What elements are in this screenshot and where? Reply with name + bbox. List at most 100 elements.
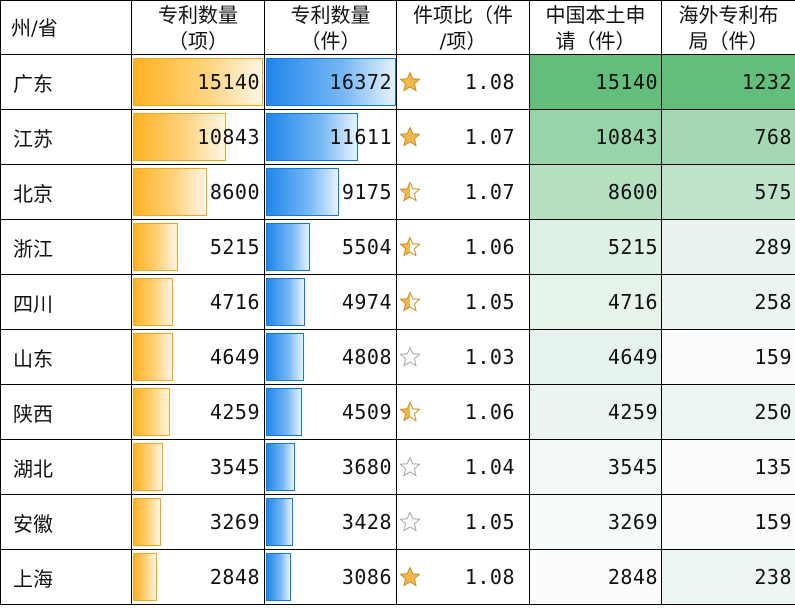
province-cell: 北京: [1, 165, 132, 220]
overseas-value: 159: [754, 330, 792, 384]
patents-pieces-value: 11611: [329, 110, 392, 164]
ratio-cell: 1.06: [397, 220, 530, 275]
overseas-value: 258: [754, 275, 792, 329]
data-bar-pieces: [266, 388, 302, 436]
patents-pieces-cell: 3086: [265, 550, 397, 605]
patents-pieces-value: 5504: [342, 220, 392, 274]
table-row: 上海284830861.082848238: [1, 550, 795, 605]
overseas-cell: 289: [662, 220, 795, 275]
star-rating-icon: [399, 385, 421, 439]
data-bar-pieces: [266, 168, 339, 216]
patents-pieces-value: 4974: [342, 275, 392, 329]
patents-items-cell: 8600: [132, 165, 265, 220]
table-row: 广东15140163721.08151401232: [1, 55, 795, 110]
ratio-value: 1.07: [465, 110, 515, 164]
header-line: 局（件）: [662, 28, 795, 54]
data-bar-pieces: [266, 498, 293, 546]
patents-items-value: 4649: [210, 330, 260, 384]
patents-items-cell: 4649: [132, 330, 265, 385]
data-bar-pieces: [266, 278, 305, 326]
ratio-cell: 1.07: [397, 110, 530, 165]
patents-items-value: 3269: [210, 495, 260, 549]
ratio-cell: 1.03: [397, 330, 530, 385]
domestic-value: 4649: [608, 330, 658, 384]
domestic-value: 5215: [608, 220, 658, 274]
patents-pieces-value: 4509: [342, 385, 392, 439]
header-line: 专利数量: [265, 2, 396, 28]
ratio-cell: 1.05: [397, 495, 530, 550]
patents-pieces-cell: 3680: [265, 440, 397, 495]
patents-pieces-value: 3680: [342, 440, 392, 494]
province-cell: 浙江: [1, 220, 132, 275]
patents-items-value: 4259: [210, 385, 260, 439]
patents-items-cell: 4716: [132, 275, 265, 330]
data-bar-items: [133, 388, 170, 436]
patents-pieces-value: 3428: [342, 495, 392, 549]
domestic-value: 8600: [608, 165, 658, 219]
data-bar-pieces: [266, 223, 310, 271]
ratio-value: 1.05: [465, 495, 515, 549]
patents-items-cell: 5215: [132, 220, 265, 275]
overseas-value: 768: [754, 110, 792, 164]
table-row: 四川471649741.054716258: [1, 275, 795, 330]
domestic-value: 4716: [608, 275, 658, 329]
domestic-cell: 8600: [530, 165, 662, 220]
table-body: 广东15140163721.08151401232江苏10843116111.0…: [1, 55, 795, 605]
domestic-cell: 15140: [530, 55, 662, 110]
patents-pieces-cell: 5504: [265, 220, 397, 275]
overseas-value: 1232: [742, 55, 792, 109]
patents-items-value: 15140: [197, 55, 260, 109]
star-rating-icon: [399, 440, 421, 494]
patents-pieces-value: 3086: [342, 550, 392, 604]
data-bar-pieces: [266, 553, 291, 601]
star-rating-icon: [399, 275, 421, 329]
data-bar-items: [133, 168, 207, 216]
patents-pieces-cell: 16372: [265, 55, 397, 110]
domestic-value: 3269: [608, 495, 658, 549]
data-bar-items: [133, 443, 163, 491]
patents-pieces-cell: 3428: [265, 495, 397, 550]
ratio-value: 1.07: [465, 165, 515, 219]
data-bar-items: [133, 278, 173, 326]
patents-items-value: 10843: [197, 110, 260, 164]
header-row: 州/省 专利数量（项） 专利数量（件） 件项比（件/项） 中国本土申请（件） 海…: [1, 1, 795, 55]
overseas-cell: 258: [662, 275, 795, 330]
table-row: 湖北354536801.043545135: [1, 440, 795, 495]
patents-items-cell: 2848: [132, 550, 265, 605]
domestic-cell: 4259: [530, 385, 662, 440]
header-line: 请（件）: [530, 28, 661, 54]
header-ratio: 件项比（件/项）: [397, 1, 530, 55]
table-row: 陕西425945091.064259250: [1, 385, 795, 440]
data-bar-items: [133, 223, 178, 271]
overseas-cell: 1232: [662, 55, 795, 110]
star-rating-icon: [399, 495, 421, 549]
patents-items-value: 8600: [210, 165, 260, 219]
overseas-value: 250: [754, 385, 792, 439]
patents-pieces-cell: 4808: [265, 330, 397, 385]
ratio-cell: 1.06: [397, 385, 530, 440]
ratio-cell: 1.08: [397, 55, 530, 110]
province-cell: 广东: [1, 55, 132, 110]
ratio-value: 1.03: [465, 330, 515, 384]
patents-items-value: 2848: [210, 550, 260, 604]
data-bar-items: [133, 498, 161, 546]
domestic-cell: 3269: [530, 495, 662, 550]
patents-pieces-value: 9175: [342, 165, 392, 219]
header-line: /项）: [397, 28, 529, 54]
overseas-cell: 575: [662, 165, 795, 220]
ratio-cell: 1.04: [397, 440, 530, 495]
domestic-value: 15140: [595, 55, 658, 109]
domestic-cell: 5215: [530, 220, 662, 275]
table-row: 山东464948081.034649159: [1, 330, 795, 385]
overseas-value: 289: [754, 220, 792, 274]
patents-items-cell: 3545: [132, 440, 265, 495]
domestic-cell: 4716: [530, 275, 662, 330]
patents-items-value: 5215: [210, 220, 260, 274]
province-cell: 四川: [1, 275, 132, 330]
star-rating-icon: [399, 165, 421, 219]
table-row: 江苏10843116111.0710843768: [1, 110, 795, 165]
province-cell: 安徽: [1, 495, 132, 550]
header-line: （件）: [265, 28, 396, 54]
star-rating-icon: [399, 220, 421, 274]
